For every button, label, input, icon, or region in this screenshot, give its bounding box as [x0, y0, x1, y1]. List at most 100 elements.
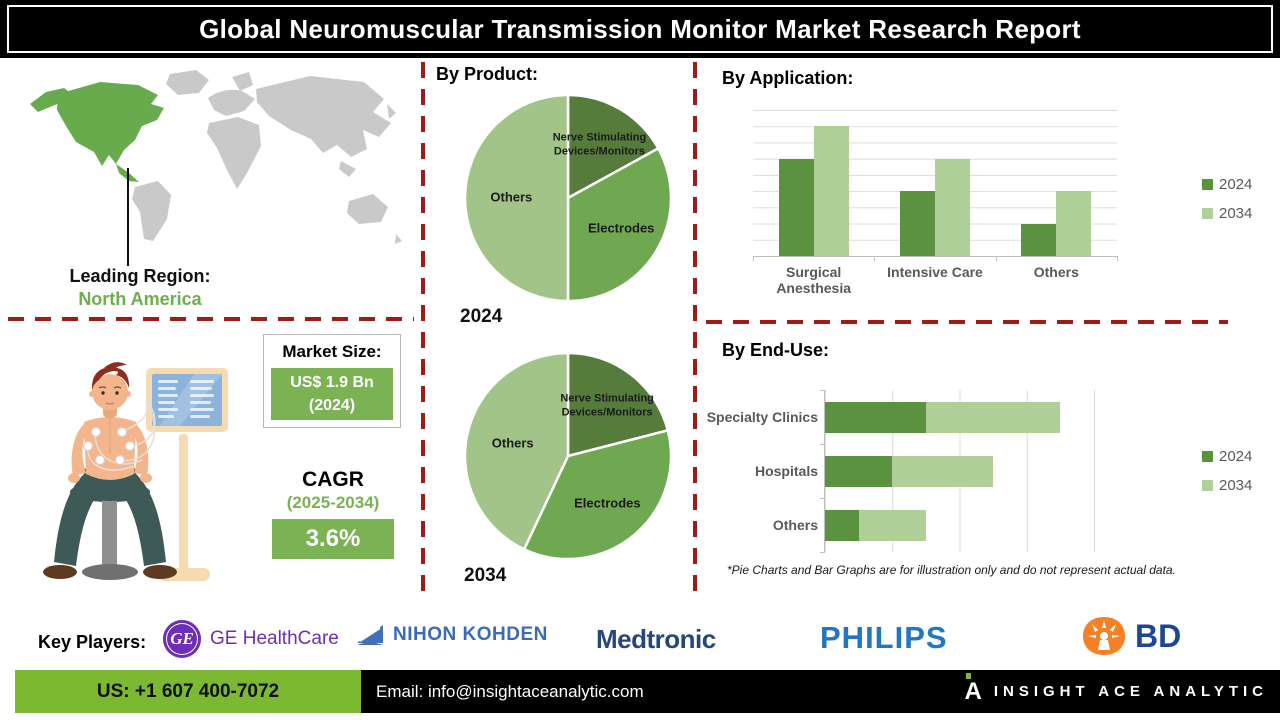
- by-application-legend: 2024 2034: [1202, 176, 1252, 222]
- bar-group-intensive-care: [899, 110, 970, 256]
- key-players-label: Key Players:: [38, 632, 147, 652]
- bar-group-surgical-anesthesia: [778, 110, 849, 256]
- legend-label: 2034: [1219, 205, 1253, 222]
- legend-swatch: [1202, 480, 1213, 491]
- nihon-kohden-flag-icon: [357, 625, 383, 645]
- logo-nihon-kohden: NIHON KOHDEN: [356, 624, 548, 646]
- bar-2024: [778, 158, 814, 256]
- cagr-card: CAGR (2025-2034) 3.6%: [262, 468, 404, 559]
- continent-south-america: [132, 181, 171, 241]
- pie-slice-label: Nerve Stimulating Devices/Monitors: [560, 392, 654, 419]
- pie-slice-label: Electrodes: [574, 495, 641, 511]
- ge-monogram-icon: GE: [163, 620, 201, 658]
- logo-philips: PHILIPS: [820, 620, 948, 656]
- pie-slice-label: Nerve Stimulating Devices/Monitors: [552, 131, 647, 158]
- bar-2034: [858, 509, 926, 541]
- legend-label: 2034: [1219, 477, 1253, 494]
- market-size-amount: US$ 1.9 Bn: [290, 374, 374, 391]
- category-label: Surgical Anesthesia: [776, 264, 852, 296]
- continent-north-america-highlight: [30, 82, 164, 182]
- pie-2024-svg: [463, 93, 673, 303]
- category-label: Hospitals: [754, 463, 818, 479]
- pie-slice-label: Others: [491, 435, 534, 451]
- cagr-label: CAGR: [302, 468, 364, 491]
- section-title-by-application: By Application:: [722, 68, 854, 88]
- bar-2024: [1021, 223, 1057, 256]
- leading-region-label: Leading Region:: [69, 266, 211, 286]
- divider-vertical-2: [693, 62, 697, 596]
- axis-tick: [1117, 256, 1118, 261]
- axis-tick: [820, 390, 825, 391]
- ge-healthcare-wordmark: GE HealthCare: [210, 628, 339, 649]
- continent-australia: [347, 194, 402, 244]
- bar-2024: [825, 455, 893, 487]
- logo-bd: BD: [1082, 616, 1181, 656]
- map-pointer-line: [127, 168, 129, 266]
- footer-brand: A INSIGHT ACE ANALYTIC: [964, 670, 1268, 713]
- market-size-label: Market Size:: [282, 342, 382, 361]
- by-product-pie-2034: Nerve Stimulating Devices/Monitors Electr…: [462, 350, 674, 562]
- bar-row-others: [825, 509, 1094, 541]
- bd-wordmark: BD: [1135, 617, 1182, 654]
- legend-label: 2024: [1219, 176, 1253, 193]
- bar-2024: [825, 401, 926, 433]
- axis-tick: [753, 256, 754, 261]
- logo-medtronic: Medtronic: [596, 624, 716, 655]
- footer-bar: Email: info@insightaceanalytic.com A INS…: [361, 670, 1280, 713]
- nihon-kohden-wordmark: NIHON KOHDEN: [393, 624, 548, 645]
- axis-tick: [820, 498, 825, 499]
- bar-group-others: [1021, 110, 1092, 256]
- bd-sunburst-icon: [1083, 617, 1125, 655]
- market-size-card: Market Size: US$ 1.9 Bn (2024): [263, 334, 401, 428]
- bar-2034: [934, 158, 970, 256]
- axis-tick: [995, 256, 997, 261]
- world-map-svg: [30, 70, 402, 244]
- title-border: Global Neuromuscular Transmission Monito…: [7, 5, 1273, 53]
- legend-item-2034: 2034: [1202, 205, 1252, 222]
- by-application-bar-chart: [753, 110, 1118, 261]
- category-label: Specialty Clinics: [706, 409, 818, 425]
- bar-2034: [892, 455, 994, 487]
- continent-asia: [256, 76, 396, 177]
- insight-ace-wordmark: INSIGHT ACE ANALYTIC: [993, 683, 1268, 700]
- by-end-use-categories: Specialty Clinics Hospitals Others: [700, 390, 818, 552]
- market-size-value: US$ 1.9 Bn (2024): [271, 368, 393, 420]
- legend-item-2024: 2024: [1202, 448, 1252, 465]
- market-size-year: (2024): [308, 397, 356, 415]
- report-title-bar: Global Neuromuscular Transmission Monito…: [0, 0, 1280, 58]
- page-title: Global Neuromuscular Transmission Monito…: [199, 13, 1081, 44]
- bar-2034: [813, 126, 849, 256]
- bar-2034: [1056, 191, 1092, 256]
- legend-swatch: [1202, 208, 1213, 219]
- by-application-categories: Surgical Anesthesia Intensive Care Others: [753, 264, 1117, 296]
- disclaimer-note: *Pie Charts and Bar Graphs are for illus…: [727, 563, 1176, 577]
- divider-left-horizontal: [8, 317, 414, 321]
- bar-2024: [899, 191, 935, 256]
- pie-year-label-2034: 2034: [464, 565, 507, 586]
- cagr-period: (2025-2034): [286, 493, 380, 512]
- pie-slice-label: Others: [490, 189, 533, 205]
- divider-right-horizontal: [706, 320, 1228, 324]
- axis-tick: [874, 256, 876, 261]
- insight-ace-logo-icon: A: [964, 672, 982, 705]
- medtronic-wordmark: Medtronic: [596, 624, 716, 654]
- by-end-use-legend: 2024 2034: [1202, 448, 1252, 494]
- continent-greenland: [166, 70, 209, 95]
- section-title-by-end-use: By End-Use:: [722, 340, 830, 360]
- philips-wordmark: PHILIPS: [820, 620, 948, 655]
- cagr-value: 3.6%: [272, 519, 394, 559]
- logo-ge-healthcare: GE GE HealthCare: [163, 620, 339, 658]
- by-product-pie-2024: Nerve Stimulating Devices/Monitors Electr…: [462, 92, 674, 304]
- legend-swatch: [1202, 451, 1213, 462]
- patient-illustration-svg: [43, 362, 228, 581]
- divider-vertical-1: [421, 62, 425, 594]
- pie-year-label-2024: 2024: [460, 306, 503, 327]
- bar-2024: [825, 509, 859, 541]
- world-map: [12, 60, 417, 270]
- category-label: Others: [1033, 264, 1079, 280]
- footer-phone: US: +1 607 400-7072: [15, 670, 361, 713]
- pie-2034-svg: [463, 351, 673, 561]
- leading-region: Leading Region: North America: [30, 266, 250, 310]
- legend-item-2024: 2024: [1202, 176, 1252, 193]
- bar-row-specialty-clinics: [825, 401, 1094, 433]
